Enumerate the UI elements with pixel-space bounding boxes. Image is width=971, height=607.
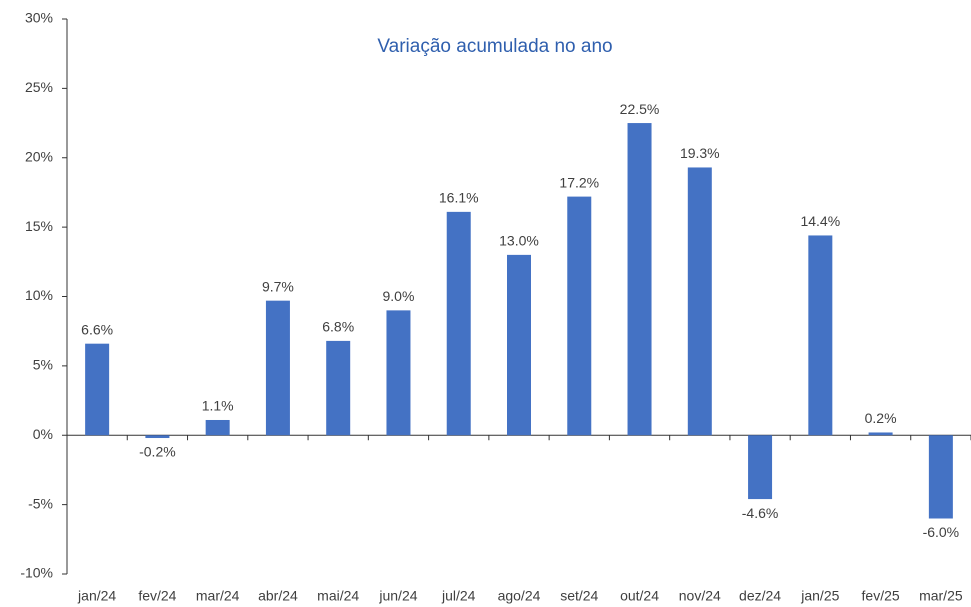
bar — [85, 343, 110, 436]
data-label: 6.8% — [322, 319, 354, 335]
y-tick-label: 30% — [25, 10, 53, 26]
data-label: -0.2% — [139, 444, 176, 460]
x-tick-label: abr/24 — [258, 588, 298, 604]
bar — [808, 235, 833, 436]
bar — [205, 419, 230, 436]
y-tick-label: 0% — [33, 426, 53, 442]
x-tick-label: mai/24 — [317, 588, 359, 604]
x-tick-label: jul/24 — [441, 588, 476, 604]
y-tick-label: -10% — [20, 565, 53, 581]
x-tick-label: fev/24 — [138, 588, 176, 604]
bar — [507, 254, 531, 436]
y-tick-label: 20% — [25, 148, 53, 164]
bar — [868, 432, 893, 436]
y-tick-label: 15% — [25, 218, 53, 234]
bar — [446, 211, 471, 436]
bar — [145, 435, 170, 439]
chart-title: Variação acumulada no ano — [377, 36, 612, 57]
y-tick-label: 25% — [25, 79, 53, 95]
x-tick-label: dez/24 — [739, 588, 781, 604]
x-tick-label: mar/24 — [196, 588, 240, 604]
data-label: 19.3% — [680, 145, 720, 161]
data-label: 13.0% — [499, 233, 539, 249]
bar — [567, 196, 592, 436]
y-tick-label: 10% — [25, 287, 53, 303]
x-tick-label: ago/24 — [498, 588, 541, 604]
data-label: 14.4% — [800, 213, 840, 229]
data-label: 0.2% — [865, 410, 897, 426]
x-tick-label: mar/25 — [919, 588, 963, 604]
y-tick-label: -5% — [28, 495, 53, 511]
bar — [265, 300, 290, 436]
bar — [928, 435, 953, 519]
x-tick-label: jan/25 — [800, 588, 839, 604]
data-label: -4.6% — [742, 505, 779, 521]
bar — [326, 340, 351, 436]
data-label: 16.1% — [439, 190, 479, 206]
y-tick-label: 5% — [33, 357, 53, 373]
x-tick-label: jan/24 — [77, 588, 116, 604]
bar — [748, 435, 773, 500]
data-label: -6.0% — [923, 524, 960, 540]
data-label: 9.7% — [262, 278, 294, 294]
bar — [687, 167, 712, 436]
bar — [627, 123, 652, 436]
data-label: 17.2% — [559, 174, 599, 190]
x-tick-label: out/24 — [620, 588, 659, 604]
data-label: 6.6% — [81, 321, 113, 337]
data-label: 22.5% — [620, 101, 660, 117]
data-label: 1.1% — [202, 398, 234, 414]
x-tick-label: fev/25 — [862, 588, 900, 604]
data-label: 9.0% — [383, 288, 415, 304]
bar — [386, 310, 411, 436]
x-tick-label: set/24 — [560, 588, 598, 604]
x-tick-label: nov/24 — [679, 588, 721, 604]
x-tick-label: jun/24 — [378, 588, 417, 604]
